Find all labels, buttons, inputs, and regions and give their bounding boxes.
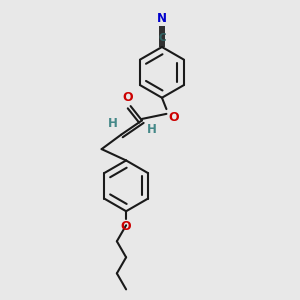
Text: N: N xyxy=(157,12,167,25)
Text: H: H xyxy=(108,117,118,130)
Text: O: O xyxy=(168,111,178,124)
Text: O: O xyxy=(122,91,133,104)
Text: O: O xyxy=(121,220,131,233)
Text: C: C xyxy=(158,33,166,43)
Text: H: H xyxy=(147,123,157,136)
